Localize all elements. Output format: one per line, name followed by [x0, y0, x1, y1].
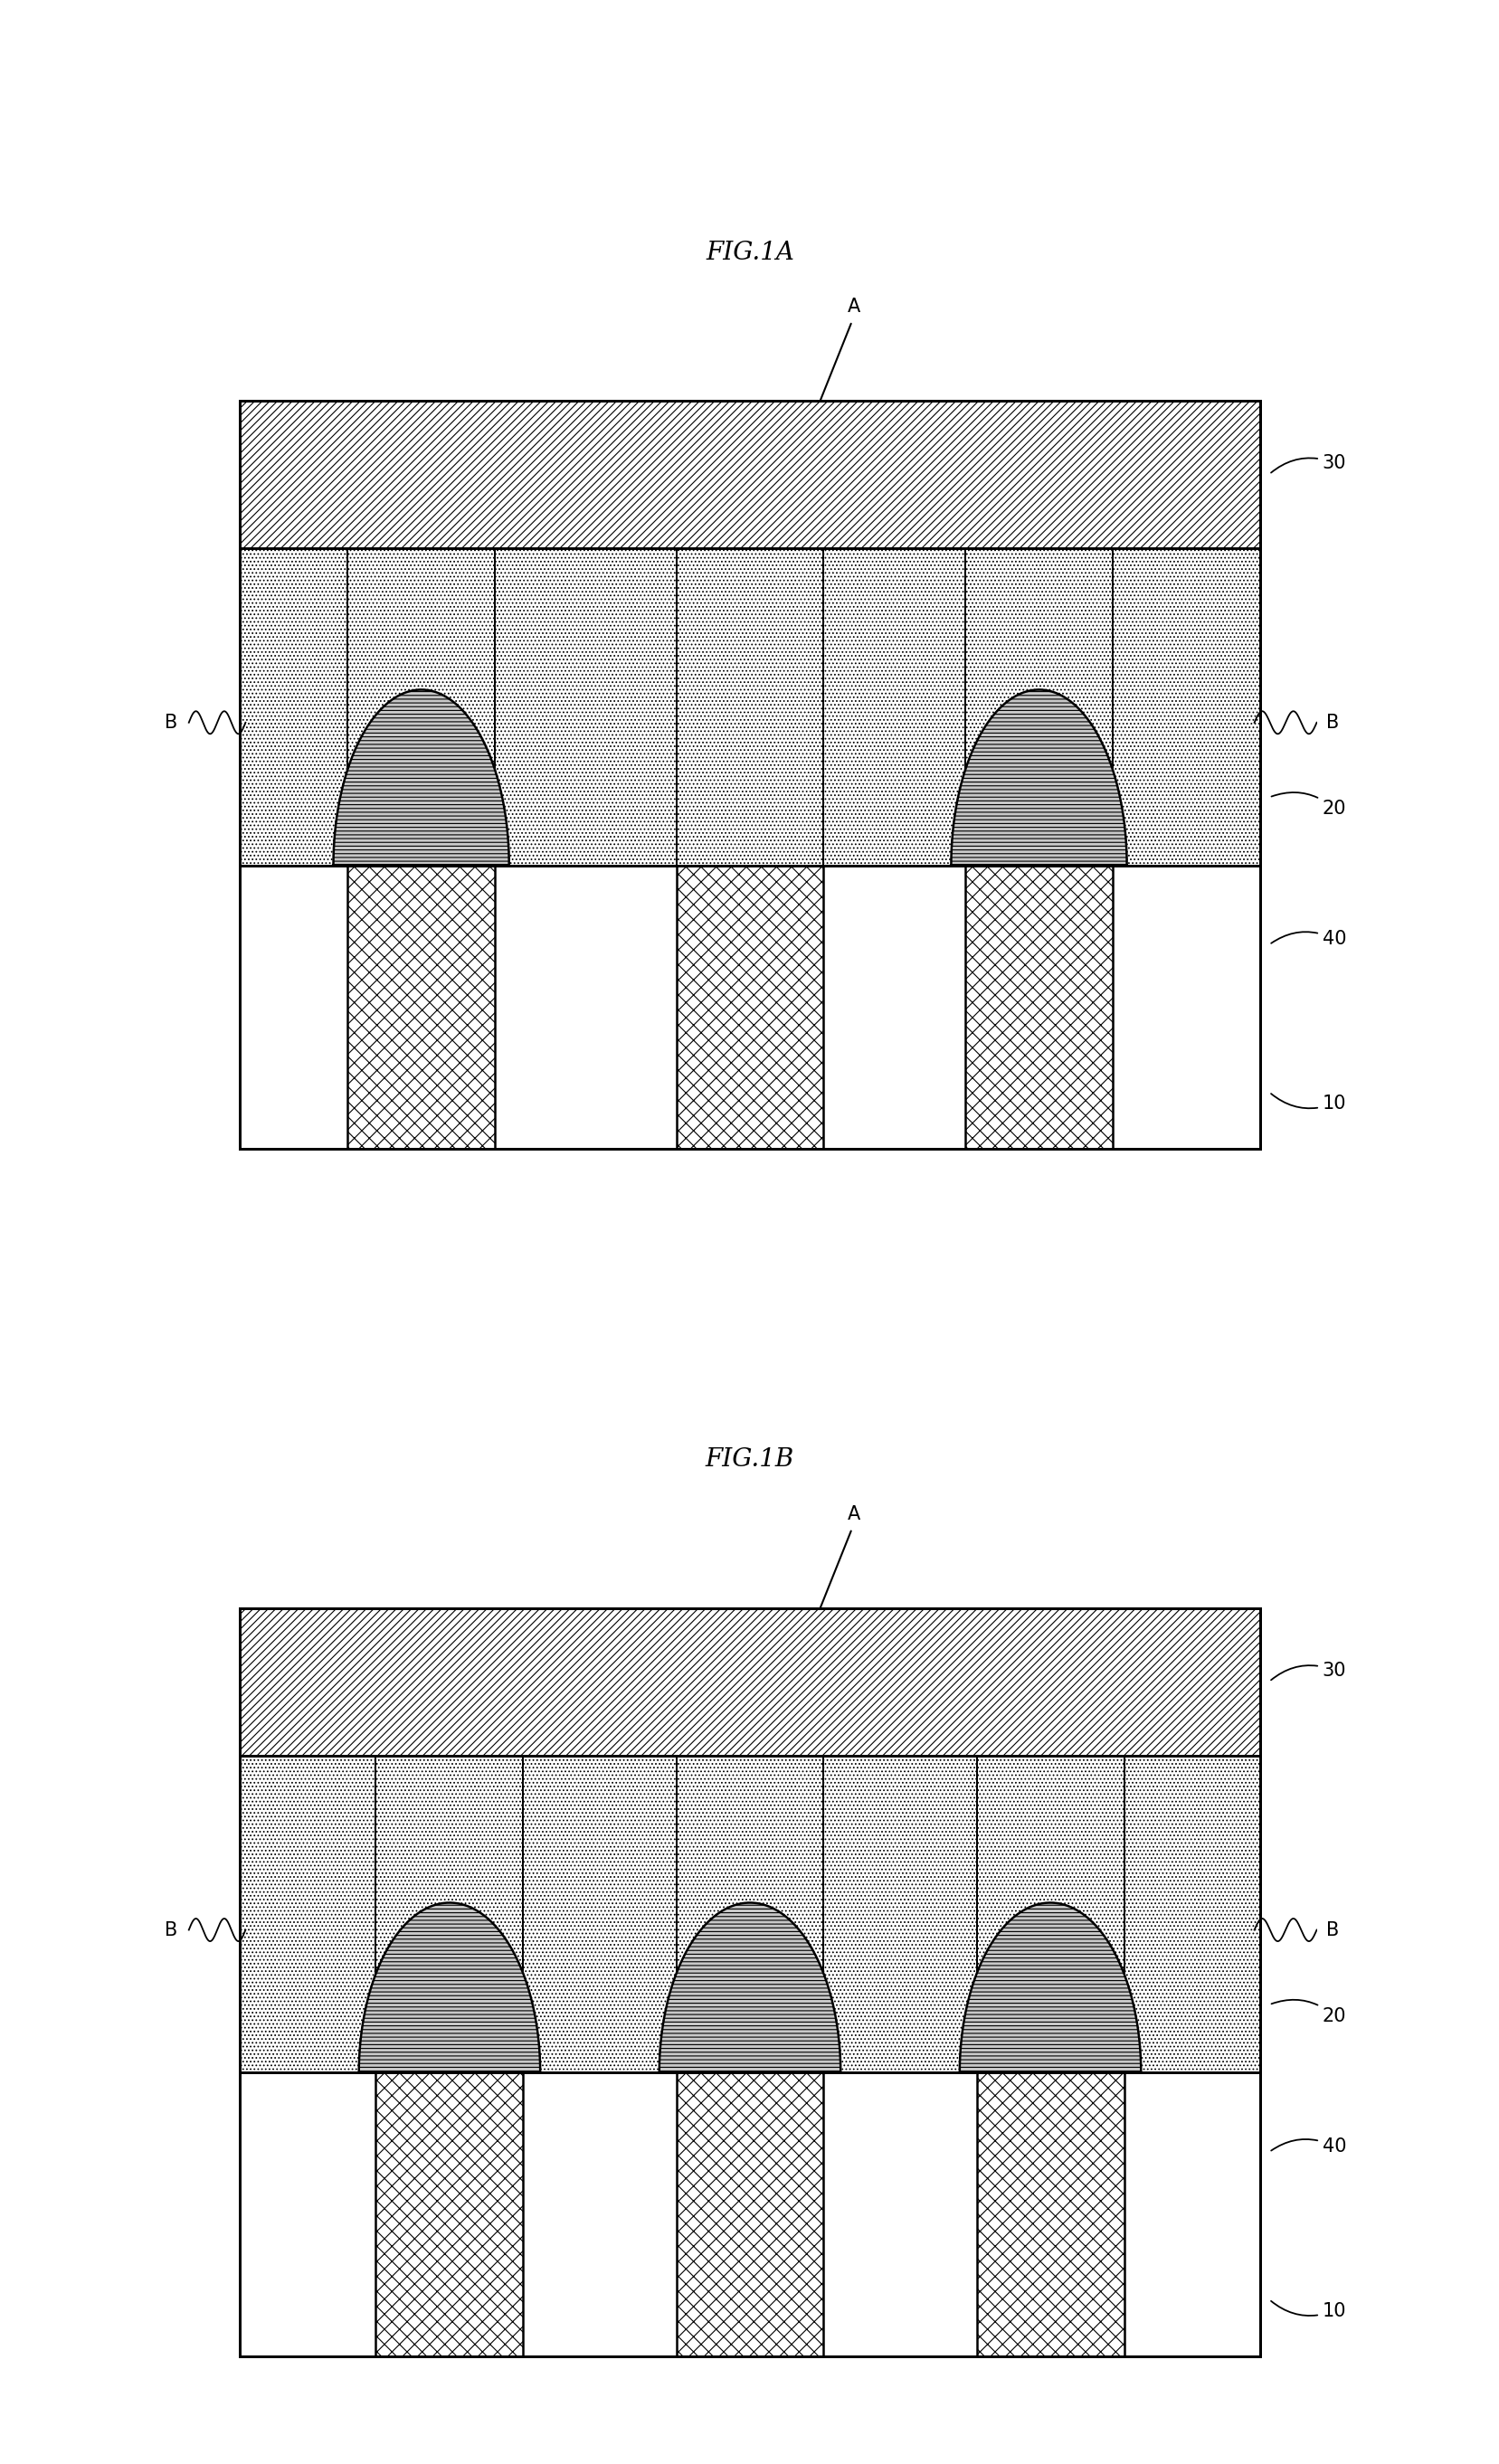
Bar [676, 2072, 823, 2356]
Text: B: B [1325, 1922, 1339, 1939]
Text: B: B [165, 715, 177, 732]
Text: A: A [847, 298, 860, 315]
Text: FIG.1B: FIG.1B [705, 1446, 794, 1471]
Text: B: B [165, 1922, 177, 1939]
Text: 10: 10 [1270, 2301, 1346, 2319]
Text: 10: 10 [1270, 1094, 1346, 1111]
Polygon shape [959, 1902, 1141, 2072]
Polygon shape [660, 1902, 839, 2072]
Bar [376, 2072, 523, 2356]
Bar [965, 865, 1112, 1148]
Bar [240, 2072, 1259, 2356]
Bar [348, 865, 495, 1148]
Bar [676, 865, 823, 1148]
Text: 40: 40 [1271, 929, 1346, 949]
Bar [976, 2072, 1123, 2356]
Text: 40: 40 [1271, 2136, 1346, 2156]
Polygon shape [950, 690, 1126, 865]
Bar [240, 547, 1259, 865]
Polygon shape [333, 690, 508, 865]
Text: 30: 30 [1270, 1661, 1346, 1680]
Bar [240, 1609, 1259, 2356]
Text: 30: 30 [1270, 453, 1346, 473]
Text: 20: 20 [1271, 793, 1346, 818]
Bar [240, 865, 1259, 1148]
Text: 20: 20 [1271, 2001, 1346, 2025]
Bar [240, 402, 1259, 1148]
Bar [240, 402, 1259, 547]
Text: B: B [1325, 715, 1339, 732]
Text: FIG.1A: FIG.1A [705, 239, 794, 264]
Bar [240, 1609, 1259, 1754]
Text: A: A [847, 1506, 860, 1523]
Polygon shape [358, 1902, 540, 2072]
Bar [240, 1754, 1259, 2072]
